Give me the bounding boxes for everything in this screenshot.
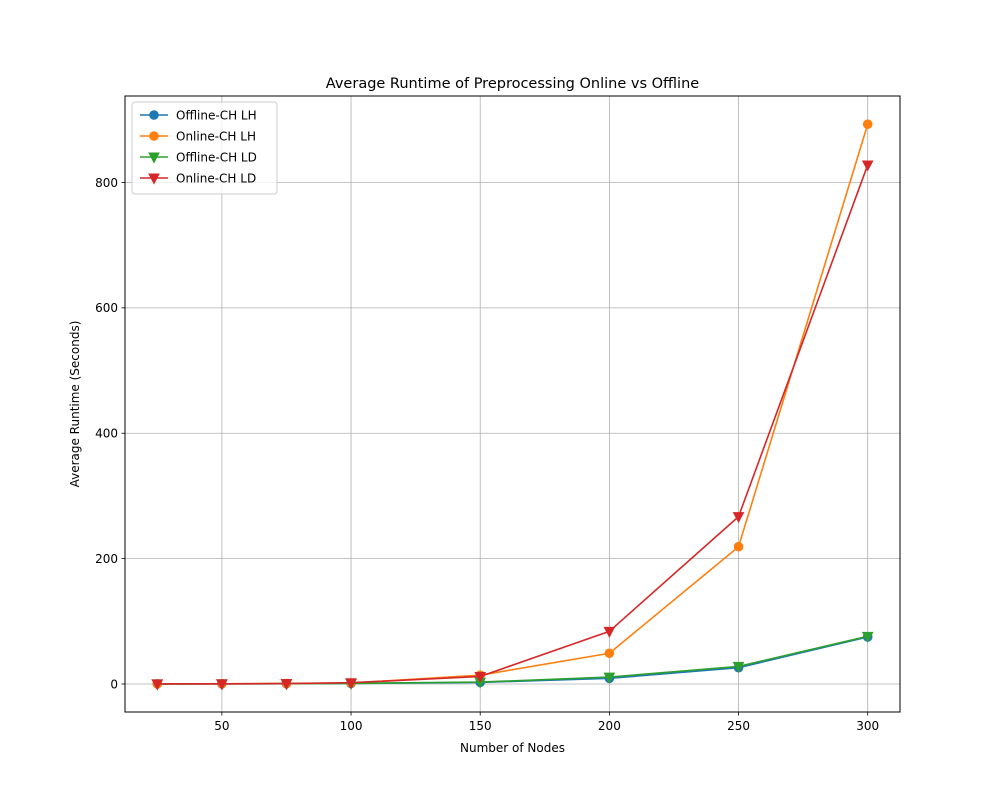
legend-marker bbox=[148, 173, 160, 185]
legend-label: Offline-CH LH bbox=[176, 108, 257, 122]
data-point bbox=[603, 672, 616, 684]
legend-item: Online-CH LD bbox=[140, 171, 256, 185]
y-tick-label: 400 bbox=[95, 427, 118, 441]
y-tick-label: 600 bbox=[95, 301, 118, 315]
y-tick-label: 200 bbox=[95, 552, 118, 566]
data-point bbox=[216, 679, 228, 691]
data-point bbox=[861, 160, 874, 172]
legend: Offline-CH LH Online-CH LH Offline-CH LD On… bbox=[131, 101, 278, 195]
legend-item: Offline-CH LH bbox=[140, 108, 257, 122]
data-point bbox=[474, 671, 487, 684]
legend-box bbox=[131, 101, 278, 195]
legend-marker bbox=[148, 152, 160, 164]
y-tick-label: 0 bbox=[110, 677, 118, 691]
y-axis-label: Average Runtime (Seconds) bbox=[68, 321, 82, 488]
x-tick-label: 100 bbox=[340, 719, 363, 733]
x-axis-label: Number of Nodes bbox=[460, 741, 565, 755]
data-point bbox=[732, 661, 745, 674]
x-tick-label: 300 bbox=[856, 719, 879, 733]
data-point bbox=[862, 119, 873, 130]
series-online-ch-lh bbox=[152, 119, 873, 689]
legend-marker bbox=[149, 131, 159, 141]
y-tick-label: 800 bbox=[95, 176, 118, 190]
x-tick-label: 200 bbox=[598, 719, 621, 733]
plot-area-frame bbox=[124, 95, 901, 713]
data-point bbox=[733, 541, 744, 552]
x-tick-label: 50 bbox=[214, 719, 229, 733]
chart-title: Average Runtime of Preprocessing Online … bbox=[326, 76, 699, 92]
legend-label: Online-CH LD bbox=[176, 171, 256, 185]
legend-label: Online-CH LH bbox=[176, 129, 256, 143]
series-online-ch-ld bbox=[151, 160, 874, 691]
x-tick-label: 150 bbox=[469, 719, 492, 733]
series-line bbox=[157, 635, 868, 685]
data-point bbox=[345, 678, 357, 690]
series-line bbox=[157, 164, 869, 685]
data-point bbox=[280, 679, 293, 691]
series-offline-ch-ld bbox=[151, 631, 874, 691]
series-layer bbox=[151, 119, 874, 691]
data-point bbox=[603, 626, 616, 638]
data-point bbox=[732, 512, 745, 524]
data-point bbox=[151, 679, 164, 691]
legend-marker bbox=[149, 110, 159, 120]
legend-label: Offline-CH LD bbox=[176, 150, 257, 164]
legend-item: Offline-CH LD bbox=[140, 150, 257, 164]
data-point bbox=[604, 648, 615, 659]
axis-ticks: 50 100 150 200 250 300 0 200 400 600 800 bbox=[95, 176, 879, 733]
legend-item: Online-CH LH bbox=[140, 129, 256, 143]
series-line bbox=[157, 123, 869, 685]
data-point bbox=[861, 631, 874, 643]
x-tick-label: 250 bbox=[727, 719, 750, 733]
